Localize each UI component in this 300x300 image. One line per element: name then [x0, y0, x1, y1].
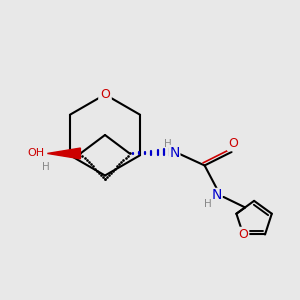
Text: H: H: [164, 139, 172, 148]
Text: OH: OH: [28, 148, 45, 158]
Polygon shape: [47, 148, 80, 159]
Text: O: O: [228, 137, 238, 150]
Text: N: N: [169, 146, 180, 160]
Text: H: H: [42, 162, 50, 172]
Text: O: O: [100, 88, 110, 101]
Text: N: N: [212, 188, 222, 203]
Text: H: H: [204, 199, 212, 208]
Text: O: O: [238, 228, 248, 241]
